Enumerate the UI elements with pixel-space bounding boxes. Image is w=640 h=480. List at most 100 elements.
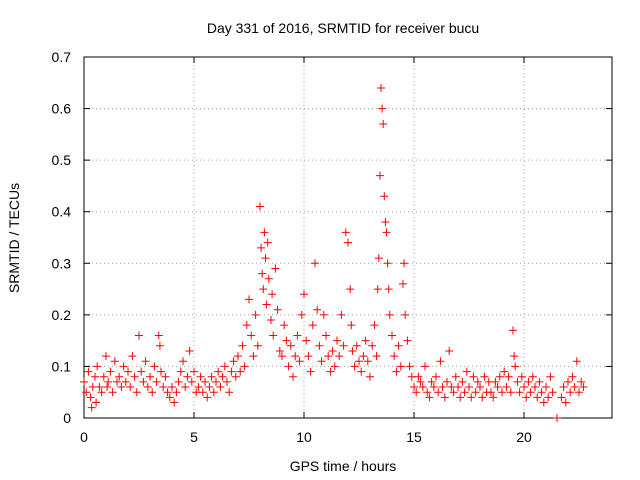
data-point xyxy=(399,279,407,288)
data-point xyxy=(456,393,465,402)
data-point xyxy=(84,367,93,376)
grid xyxy=(84,57,612,418)
data-point xyxy=(121,377,130,386)
data-point xyxy=(339,341,348,350)
data-point xyxy=(355,357,363,366)
data-point xyxy=(471,388,480,397)
data-point xyxy=(207,372,216,381)
data-point xyxy=(375,171,384,180)
data-point xyxy=(378,104,387,113)
data-point xyxy=(390,352,399,361)
data-point xyxy=(300,290,308,299)
y-tick-label: 0.3 xyxy=(52,255,72,271)
data-point xyxy=(495,372,504,381)
data-point xyxy=(335,352,344,361)
data-point xyxy=(330,362,339,371)
data-point xyxy=(159,383,168,392)
data-point xyxy=(346,285,355,294)
data-point xyxy=(480,372,489,381)
data-point xyxy=(132,388,141,397)
data-point xyxy=(273,305,282,314)
data-point xyxy=(106,367,115,376)
data-point xyxy=(533,393,542,402)
data-point xyxy=(341,228,350,237)
data-point xyxy=(271,264,280,273)
data-point xyxy=(522,393,531,402)
data-point xyxy=(436,357,445,366)
data-point xyxy=(487,388,495,397)
data-point xyxy=(515,388,524,397)
x-tick-label: 0 xyxy=(80,429,88,445)
data-point xyxy=(176,367,185,376)
data-point xyxy=(542,383,550,392)
y-tick-label: 0.5 xyxy=(52,152,72,168)
data-point xyxy=(308,321,317,330)
data-point xyxy=(231,372,240,381)
data-point xyxy=(313,305,322,314)
data-point xyxy=(154,331,163,340)
data-point xyxy=(374,254,383,263)
data-point xyxy=(214,367,223,376)
data-point xyxy=(396,362,405,371)
chart-title: Day 331 of 2016, SRMTID for receiver buc… xyxy=(207,20,479,36)
data-point xyxy=(388,331,396,340)
data-point xyxy=(462,367,471,376)
data-point xyxy=(379,120,388,129)
data-point xyxy=(119,362,128,371)
data-point xyxy=(506,388,515,397)
data-point xyxy=(289,372,297,381)
data-point xyxy=(352,341,361,350)
data-point xyxy=(172,388,181,397)
data-point xyxy=(579,383,588,392)
data-point xyxy=(423,388,432,397)
data-point xyxy=(544,393,553,402)
data-point xyxy=(324,352,333,361)
data-point xyxy=(473,377,482,386)
data-point xyxy=(168,383,176,392)
data-point xyxy=(418,383,427,392)
data-point xyxy=(372,352,381,361)
data-point xyxy=(163,388,172,397)
data-point xyxy=(80,377,88,386)
data-point xyxy=(476,383,484,392)
data-point xyxy=(520,383,528,392)
data-point xyxy=(394,341,403,350)
data-point xyxy=(359,352,368,361)
data-point xyxy=(511,362,520,371)
data-point xyxy=(275,346,284,355)
data-point xyxy=(326,367,335,376)
data-point xyxy=(412,388,421,397)
data-point xyxy=(537,388,546,397)
data-point xyxy=(251,310,260,319)
data-point xyxy=(557,393,566,402)
data-point xyxy=(425,393,434,402)
data-point xyxy=(528,372,537,381)
data-point xyxy=(561,398,570,407)
data-point xyxy=(249,352,258,361)
data-point xyxy=(392,367,401,376)
x-tick-label: 15 xyxy=(406,429,422,445)
data-point xyxy=(141,357,150,366)
plot-frame xyxy=(83,56,613,419)
y-tick-label: 0 xyxy=(63,410,71,426)
data-point xyxy=(143,383,152,392)
data-point xyxy=(297,310,306,319)
data-point xyxy=(564,377,572,386)
data-point xyxy=(218,372,227,381)
data-point xyxy=(181,383,190,392)
y-tick-label: 0.2 xyxy=(52,307,72,323)
data-point xyxy=(267,316,275,325)
axis-ticks: 0 0.1 0.2 0.3 0.4 0.5 0.6 0.7 0 5 10 15 20 xyxy=(52,49,612,445)
data-point xyxy=(498,388,506,397)
data-point xyxy=(179,357,187,366)
data-point xyxy=(315,341,324,350)
data-point xyxy=(87,403,96,412)
data-point xyxy=(469,372,478,381)
data-point xyxy=(110,357,119,366)
data-point xyxy=(311,259,319,268)
data-point xyxy=(526,388,535,397)
data-point xyxy=(568,372,577,381)
data-point xyxy=(291,352,300,361)
data-point xyxy=(493,383,502,392)
